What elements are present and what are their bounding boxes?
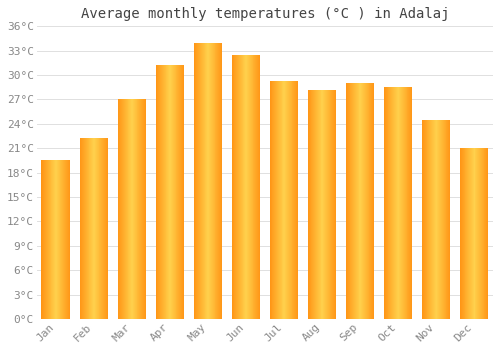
Title: Average monthly temperatures (°C ) in Adalaj: Average monthly temperatures (°C ) in Ad… (80, 7, 449, 21)
